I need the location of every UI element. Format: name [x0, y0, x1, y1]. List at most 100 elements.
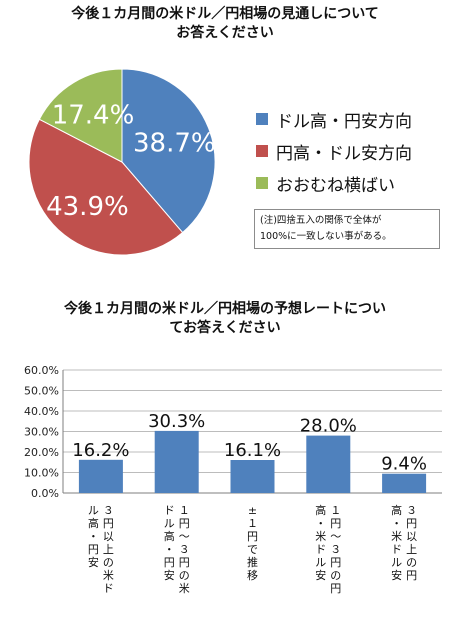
note-line-2: 100%に一致しない事がある。 — [260, 231, 392, 242]
pie-slice — [38, 68, 123, 163]
svg-text:上: 上 — [103, 543, 114, 556]
legend-swatch — [256, 113, 268, 125]
svg-text:ド: ド — [164, 504, 175, 517]
bar — [154, 430, 199, 493]
y-tick-label: 30.0% — [24, 426, 59, 439]
bar-title-line-2: てお答えください — [169, 320, 281, 336]
svg-text:ル: ル — [391, 556, 402, 569]
svg-text:・: ・ — [88, 530, 99, 543]
svg-text:米: 米 — [315, 530, 326, 543]
svg-text:以: 以 — [103, 530, 114, 543]
y-tick-label: 50.0% — [24, 385, 59, 398]
svg-text:推: 推 — [247, 555, 258, 569]
svg-text:円: 円 — [247, 530, 258, 543]
svg-text:移: 移 — [247, 569, 258, 582]
svg-text:１: １ — [179, 504, 190, 517]
pie-slice — [121, 68, 216, 234]
note-line-1: (注)四捨五入の関係で全体が — [260, 215, 382, 226]
bar — [230, 460, 275, 493]
y-tick-label: 40.0% — [24, 405, 59, 418]
pie-slice — [28, 118, 184, 256]
svg-text:・: ・ — [315, 517, 326, 530]
pie-slice-label: 17.4% — [52, 100, 135, 130]
pie-title-line-2: お答えください — [176, 25, 274, 41]
legend-swatch — [256, 145, 268, 157]
y-tick-label: 0.0% — [31, 487, 59, 500]
svg-text:３: ３ — [103, 504, 114, 517]
bar-value-label: 9.4% — [381, 454, 427, 475]
bar-title-line-1: 今後１カ月間の米ドル／円相場の予想レートについ — [64, 301, 386, 317]
svg-text:米: 米 — [103, 569, 114, 582]
svg-text:円: 円 — [164, 556, 175, 569]
svg-text:高: 高 — [315, 503, 326, 517]
svg-text:円: 円 — [330, 582, 341, 595]
svg-text:高: 高 — [88, 516, 99, 530]
svg-text:米: 米 — [391, 530, 402, 543]
bar-value-label: 30.3% — [148, 411, 205, 432]
legend-item: おおむね横ばい — [256, 171, 395, 196]
svg-text:円: 円 — [88, 543, 99, 556]
bar-value-label: 16.2% — [72, 440, 129, 461]
svg-text:３: ３ — [179, 543, 190, 556]
svg-text:円: 円 — [103, 517, 114, 530]
svg-text:以: 以 — [406, 530, 417, 543]
svg-text:高: 高 — [391, 503, 402, 517]
pie-slice-label: 43.9% — [46, 192, 129, 222]
bar-chart-title: 今後１カ月間の米ドル／円相場の予想レートについ てお答えください — [0, 300, 450, 338]
svg-text:高: 高 — [164, 529, 175, 543]
svg-text:で: で — [247, 543, 258, 556]
y-tick-label: 60.0% — [24, 364, 59, 377]
svg-text:円: 円 — [406, 517, 417, 530]
svg-text:米: 米 — [179, 582, 190, 595]
svg-text:の: の — [330, 569, 341, 582]
legend-label: 円高・ドル安方向 — [276, 143, 412, 164]
svg-text:安: 安 — [164, 568, 175, 582]
svg-text:ル: ル — [315, 556, 326, 569]
svg-text:ル: ル — [164, 517, 175, 530]
svg-text:ル: ル — [88, 504, 99, 517]
legend-swatch — [256, 177, 268, 189]
legend-label: おおむね横ばい — [276, 175, 395, 196]
svg-text:上: 上 — [406, 543, 417, 556]
pie-chart: 38.7% 43.9% 17.4% — [28, 68, 216, 256]
svg-text:ド: ド — [103, 582, 114, 595]
bar — [306, 435, 351, 493]
bar — [382, 473, 427, 493]
svg-text:の: の — [406, 556, 417, 569]
svg-text:３: ３ — [330, 543, 341, 556]
svg-text:安: 安 — [315, 568, 326, 582]
svg-text:３: ３ — [406, 504, 417, 517]
y-tick-label: 20.0% — [24, 446, 59, 459]
svg-text:円: 円 — [330, 556, 341, 569]
svg-text:ド: ド — [315, 543, 326, 556]
bar-value-label: 28.0% — [300, 416, 357, 437]
svg-text:・: ・ — [164, 543, 175, 556]
bar — [78, 459, 123, 493]
legend-item: 円高・ドル安方向 — [256, 139, 412, 164]
svg-text:安: 安 — [391, 568, 402, 582]
svg-text:～: ～ — [179, 530, 190, 543]
legend-item: ドル高・円安方向 — [256, 107, 412, 132]
pie-slice-label: 38.7% — [133, 129, 216, 159]
svg-text:の: の — [103, 556, 114, 569]
svg-text:１: １ — [247, 517, 258, 530]
svg-text:±: ± — [248, 504, 257, 517]
svg-text:円: 円 — [406, 569, 417, 582]
bar-value-label: 16.1% — [224, 440, 281, 461]
pie-chart-title: 今後１カ月間の米ドル／円相場の見通しについて お答えください — [0, 5, 450, 43]
svg-text:１: １ — [330, 504, 341, 517]
svg-text:・: ・ — [391, 517, 402, 530]
rounding-note: (注)四捨五入の関係で全体が 100%に一致しない事がある。 — [254, 209, 440, 249]
svg-text:円: 円 — [330, 517, 341, 530]
y-tick-label: 10.0% — [24, 467, 59, 480]
svg-text:円: 円 — [179, 517, 190, 530]
svg-text:～: ～ — [330, 530, 341, 543]
svg-text:の: の — [179, 569, 190, 582]
svg-text:ド: ド — [391, 543, 402, 556]
svg-text:円: 円 — [179, 556, 190, 569]
